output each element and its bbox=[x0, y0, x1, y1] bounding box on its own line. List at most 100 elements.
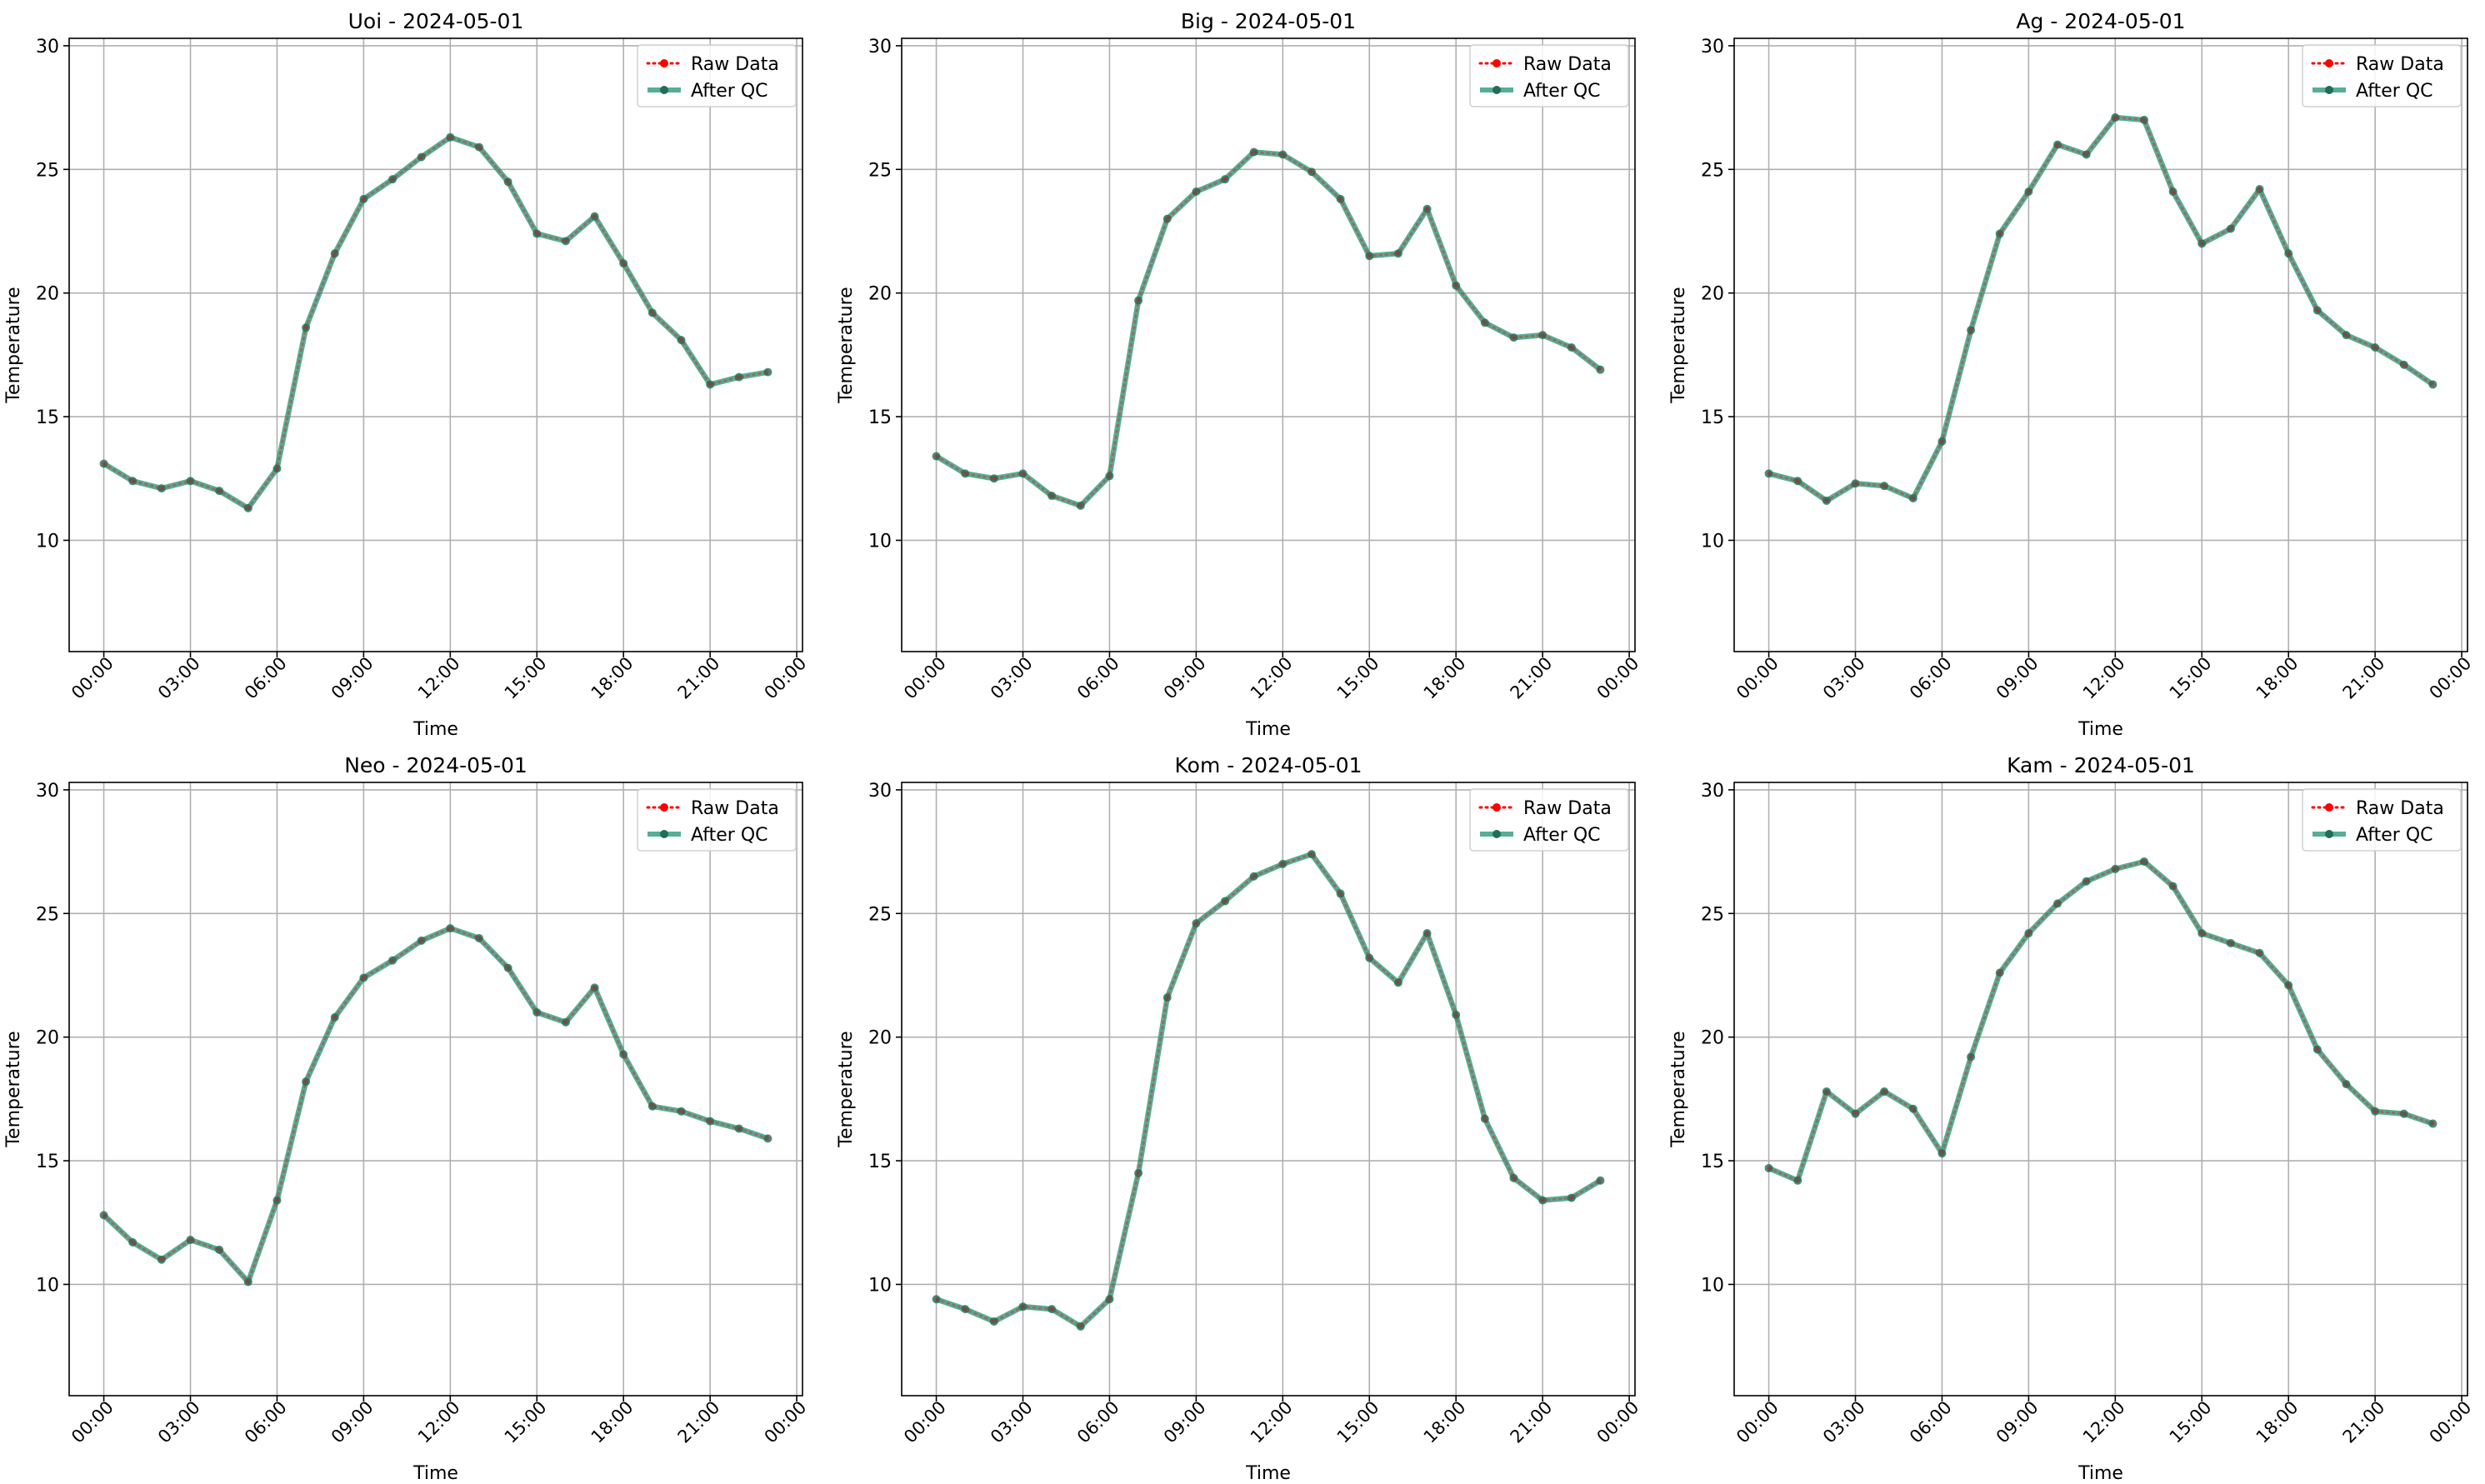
raw-data-point bbox=[1252, 874, 1257, 879]
raw-data-point bbox=[448, 926, 452, 931]
after-qc-point bbox=[2082, 877, 2091, 886]
raw-data-point bbox=[1367, 956, 1372, 961]
after-qc-point bbox=[590, 212, 599, 221]
after-qc-point bbox=[1851, 479, 1860, 488]
raw-data-point bbox=[2228, 227, 2233, 232]
after-qc-point bbox=[2428, 380, 2438, 389]
after-qc-point bbox=[2198, 929, 2207, 938]
raw-data-point bbox=[130, 1240, 135, 1245]
raw-data-point bbox=[2258, 187, 2262, 192]
after-qc-point bbox=[1480, 1114, 1489, 1123]
after-qc-point bbox=[1422, 204, 1432, 213]
x-tick-label: 18:00 bbox=[2252, 1397, 2302, 1447]
after-qc-point bbox=[1192, 919, 1201, 928]
raw-data-point bbox=[1078, 503, 1083, 508]
raw-data-point bbox=[188, 1237, 193, 1242]
x-axis-label: Time bbox=[1245, 1463, 1291, 1484]
series-line-raw-data bbox=[935, 852, 1602, 1328]
legend-label: Raw Data bbox=[1523, 798, 1612, 819]
after-qc-point bbox=[2168, 882, 2178, 891]
raw-data-point bbox=[1511, 335, 1516, 340]
raw-data-point bbox=[2258, 951, 2262, 956]
y-tick-label: 25 bbox=[868, 160, 892, 181]
y-tick-label: 30 bbox=[36, 781, 59, 802]
raw-data-point bbox=[2112, 115, 2118, 120]
after-qc-point bbox=[99, 1211, 108, 1220]
raw-data-point bbox=[962, 471, 968, 476]
y-tick-label: 30 bbox=[868, 781, 892, 802]
y-tick-label: 20 bbox=[1701, 1028, 1724, 1049]
raw-data-point bbox=[1338, 197, 1343, 202]
raw-data-point bbox=[506, 966, 511, 971]
after-qc-point bbox=[1452, 1010, 1461, 1019]
chart-title: Neo - 2024-05-01 bbox=[344, 753, 528, 777]
after-qc-point bbox=[2428, 1119, 2438, 1128]
after-qc-point bbox=[763, 367, 772, 377]
raw-data-point bbox=[477, 145, 482, 150]
raw-data-point bbox=[592, 985, 598, 990]
raw-data-point bbox=[1309, 852, 1314, 857]
legend-label: Raw Data bbox=[691, 798, 779, 819]
x-tick-label: 00:00 bbox=[1593, 653, 1643, 703]
after-qc-point bbox=[1134, 296, 1143, 305]
after-qc-point bbox=[2168, 187, 2178, 196]
raw-data-point bbox=[992, 476, 997, 481]
after-qc-point bbox=[330, 249, 339, 258]
y-tick-label: 25 bbox=[36, 160, 59, 181]
axes-frame bbox=[68, 37, 803, 652]
after-qc-point bbox=[446, 924, 455, 933]
after-qc-point bbox=[2284, 249, 2293, 258]
after-qc-point bbox=[272, 1196, 282, 1205]
legend-marker-raw-data bbox=[660, 59, 668, 67]
y-tick-label: 20 bbox=[1701, 284, 1724, 305]
after-qc-point bbox=[2082, 150, 2091, 159]
x-tick-label: 21:00 bbox=[674, 1397, 724, 1447]
x-tick-label: 18:00 bbox=[588, 1397, 638, 1447]
chart-title: Kam - 2024-05-01 bbox=[2007, 753, 2195, 777]
axes-frame bbox=[1733, 782, 2468, 1397]
after-qc-point bbox=[1509, 333, 1518, 342]
after-qc-point bbox=[2284, 981, 2293, 990]
y-tick-label: 20 bbox=[36, 284, 59, 305]
after-qc-point bbox=[128, 1238, 138, 1247]
raw-data-point bbox=[1425, 207, 1430, 212]
after-qc-point bbox=[1278, 150, 1288, 159]
x-tick-label: 18:00 bbox=[2252, 653, 2302, 703]
after-qc-point bbox=[359, 194, 368, 203]
after-qc-point bbox=[590, 983, 599, 992]
after-qc-point bbox=[2399, 360, 2408, 369]
raw-data-point bbox=[1911, 1107, 1916, 1112]
x-tick-label: 03:00 bbox=[1819, 1397, 1869, 1447]
raw-data-point bbox=[678, 1109, 683, 1114]
chart-title: Uoi - 2024-05-01 bbox=[348, 9, 524, 33]
after-qc-point bbox=[734, 372, 743, 382]
raw-data-point bbox=[2026, 931, 2031, 936]
raw-data-point bbox=[2142, 859, 2147, 864]
x-tick-label: 03:00 bbox=[1819, 653, 1869, 703]
after-qc-point bbox=[1393, 978, 1402, 987]
after-qc-point bbox=[1908, 494, 1918, 502]
series-line-after-qc bbox=[1768, 114, 2435, 504]
raw-data-point bbox=[1540, 332, 1545, 337]
raw-data-point bbox=[650, 1104, 655, 1109]
raw-data-point bbox=[992, 1319, 997, 1324]
after-qc-point bbox=[359, 973, 368, 982]
after-qc-point bbox=[1192, 187, 1201, 196]
x-tick-label: 21:00 bbox=[674, 653, 724, 703]
after-qc-point bbox=[2111, 864, 2120, 873]
after-qc-point bbox=[503, 177, 512, 187]
raw-data-point bbox=[1511, 1176, 1516, 1181]
series-line-raw-data bbox=[935, 150, 1602, 507]
after-qc-point bbox=[2024, 929, 2033, 938]
x-tick-label: 03:00 bbox=[154, 653, 204, 703]
after-qc-point bbox=[1076, 1322, 1085, 1331]
x-axis-label: Time bbox=[2078, 1463, 2123, 1484]
raw-data-point bbox=[159, 1257, 164, 1262]
raw-data-point bbox=[2315, 307, 2320, 312]
x-tick-label: 15:00 bbox=[2166, 653, 2216, 703]
after-qc-point bbox=[1105, 1295, 1114, 1304]
after-qc-point bbox=[1908, 1104, 1918, 1113]
legend-marker-after-qc bbox=[2325, 86, 2333, 94]
raw-data-point bbox=[2343, 1082, 2348, 1087]
raw-data-point bbox=[1795, 1178, 1800, 1183]
